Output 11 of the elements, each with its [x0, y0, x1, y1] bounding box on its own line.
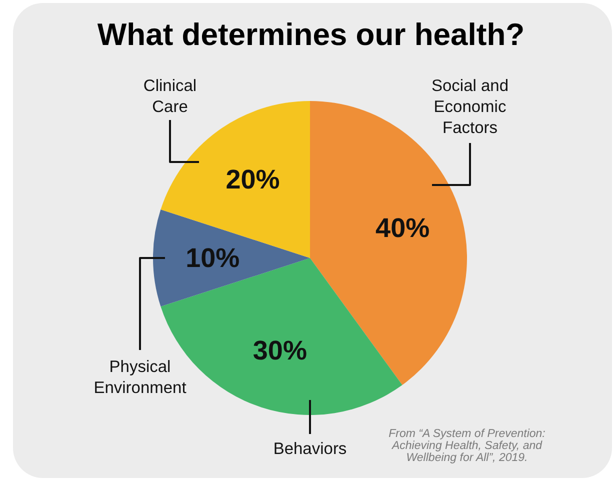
slice-label: Social and Economic Factors — [431, 76, 509, 137]
data-label: 10% — [186, 243, 240, 273]
pie-slice — [153, 209, 310, 307]
chart-title: What determines our health? — [97, 17, 525, 52]
slice-label: Physical Environment — [94, 358, 187, 397]
data-label: 40% — [376, 212, 430, 243]
data-label: 20% — [226, 164, 280, 194]
text: From “A System of Prevention: Achieving Health, Safety, and Wellbeing for All”, 2019. — [388, 428, 546, 464]
data-label: 30% — [252, 336, 307, 366]
slice-label: Behaviors — [273, 440, 347, 458]
slice-label: Clinical Care — [143, 76, 197, 116]
